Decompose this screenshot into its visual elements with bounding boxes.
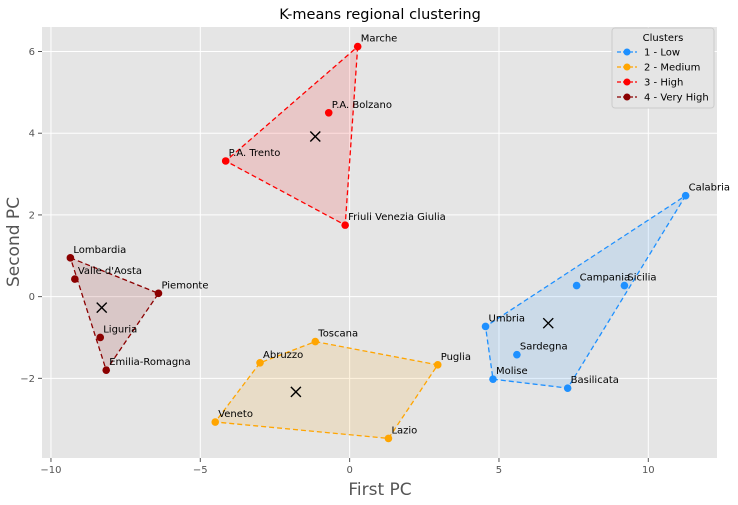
point-basilicata [563, 384, 572, 392]
centroid-3-high [309, 130, 321, 142]
point-molise [489, 375, 497, 383]
point-p-a-trento [221, 157, 230, 165]
legend-label: 2 - Medium [644, 63, 700, 74]
point-label-piemonte: Piemonte [161, 280, 208, 291]
point-label-puglia: Puglia [441, 352, 471, 363]
point-p-a-bolzano [324, 108, 333, 117]
legend-label: 1 - Low [644, 48, 680, 59]
point-toscana [311, 337, 320, 346]
legend-box [611, 27, 715, 109]
point-label-p-a-bolzano: P.A. Bolzano [332, 100, 392, 111]
point-sicilia [620, 281, 629, 290]
x-tick-label: −5 [193, 465, 208, 476]
point-liguria [96, 333, 105, 342]
point-marche [353, 42, 362, 51]
point-label-lombardia: Lombardia [73, 245, 126, 256]
point-label-marche: Marche [361, 34, 398, 45]
axis-ticks: −10 −5 0 5 10 −2 0 2 4 6 [20, 47, 654, 476]
chart-title: K-means regional clustering [279, 7, 481, 23]
point-sardegna [513, 350, 521, 359]
point-puglia [433, 361, 442, 369]
point-veneto [211, 418, 220, 426]
point-label-calabria: Calabria [689, 183, 730, 194]
centroid-markers [96, 130, 554, 398]
point-campania [572, 281, 581, 290]
legend-entry-3-high: 3 - High [617, 78, 683, 89]
hull-3-high [224, 45, 359, 227]
point-label-campania: Campania [580, 273, 631, 284]
point-label-molise: Molise [496, 366, 528, 377]
point-lazio [384, 434, 393, 443]
grid-lines [42, 27, 717, 458]
y-tick-label: −2 [20, 374, 35, 385]
point-label-basilicata: Basilicata [571, 375, 619, 386]
centroid-2-medium [290, 386, 302, 398]
y-axis-label: Second PC [4, 197, 24, 287]
point-label-valle-d-aosta: Valle d'Aosta [78, 266, 142, 277]
legend: Clusters 1 - Low 2 - Medium 3 - High 4 - Ve… [611, 27, 715, 109]
data-points [66, 42, 690, 443]
point-calabria [681, 191, 690, 200]
legend-title: Clusters [643, 33, 684, 44]
x-tick-label: 5 [496, 465, 502, 476]
centroid-4-very-high [96, 302, 108, 314]
point-valle-d-aosta [71, 275, 79, 283]
centroid-1-low [542, 317, 554, 329]
x-tick-label: 0 [346, 465, 352, 476]
point-emilia-romagna [102, 366, 111, 374]
x-tick-label: −10 [40, 465, 61, 476]
x-tick-label: 10 [642, 465, 655, 476]
point-label-umbria: Umbria [489, 313, 525, 324]
point-friuli-venezia-giulia [341, 221, 349, 229]
y-tick-label: 4 [29, 129, 35, 140]
point-label-lazio: Lazio [391, 425, 417, 436]
point-label-toscana: Toscana [317, 329, 358, 340]
y-tick-label: 0 [29, 292, 35, 303]
cluster-hulls [69, 45, 687, 440]
point-label-liguria: Liguria [103, 324, 137, 335]
point-label-abruzzo: Abruzzo [263, 350, 303, 361]
point-umbria [481, 322, 490, 331]
y-tick-label: 2 [29, 210, 35, 221]
point-label-p-a-trento: P.A. Trento [229, 148, 281, 159]
legend-label: 3 - High [644, 78, 683, 89]
point-label-emilia-romagna: Emilia-Romagna [109, 357, 190, 368]
point-label-sicilia: Sicilia [627, 273, 656, 284]
plot-background [42, 27, 717, 458]
point-abruzzo [256, 359, 264, 367]
hull-2-medium [213, 340, 439, 440]
y-tick-label: 6 [29, 47, 35, 58]
point-label-sardegna: Sardegna [520, 342, 568, 353]
hull-4-very-high [69, 256, 160, 372]
point-lombardia [66, 254, 75, 262]
legend-entry-4-very-high: 4 - Very High [617, 93, 709, 104]
x-axis-label: First PC [348, 480, 411, 500]
legend-entry-2-medium: 2 - Medium [617, 63, 700, 74]
point-piemonte [154, 289, 163, 298]
point-label-veneto: Veneto [218, 409, 253, 420]
point-label-friuli-venezia-giulia: Friuli Venezia Giulia [348, 212, 446, 223]
legend-label: 4 - Very High [644, 93, 709, 104]
legend-entry-1-low: 1 - Low [617, 48, 680, 59]
